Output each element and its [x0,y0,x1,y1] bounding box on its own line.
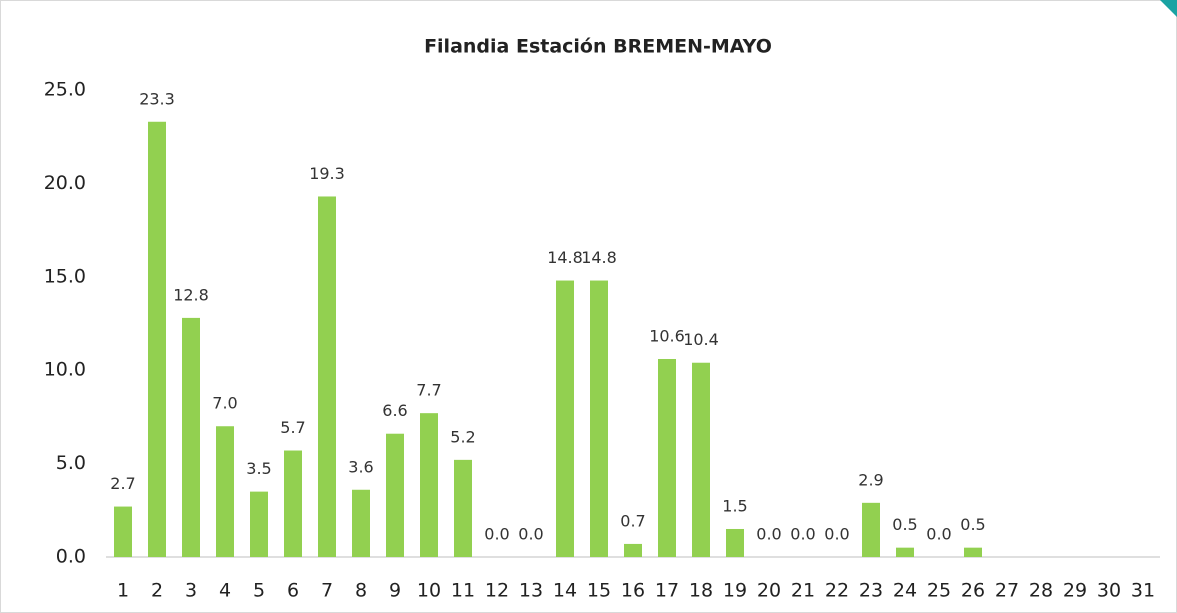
data-label: 5.7 [280,418,305,437]
x-tick-label: 23 [859,580,883,602]
x-tick-label: 13 [519,580,543,602]
data-label: 0.0 [824,525,849,544]
data-label: 7.0 [212,394,237,413]
x-tick-label: 5 [253,580,265,602]
corner-decoration [1160,0,1177,17]
data-label: 10.6 [649,326,685,345]
data-label: 7.7 [416,381,441,400]
data-label: 0.5 [960,515,985,534]
x-tick-label: 22 [825,580,849,602]
y-tick-label: 15.0 [44,265,86,287]
bar [726,528,744,557]
data-label: 6.6 [382,401,407,420]
x-tick-label: 20 [757,580,781,602]
x-tick-label: 1 [117,580,129,602]
bar [284,450,302,557]
data-label: 3.6 [348,457,373,476]
bar [386,433,404,557]
data-label: 0.0 [518,525,543,544]
x-tick-label: 19 [723,580,747,602]
x-tick-label: 29 [1063,580,1087,602]
x-tick-label: 24 [893,580,917,602]
x-tick-label: 14 [553,580,577,602]
x-tick-label: 6 [287,580,299,602]
x-tick-label: 27 [995,580,1019,602]
x-tick-label: 9 [389,580,401,602]
chart-title: Filandia Estación BREMEN-MAYO [424,36,772,58]
y-tick-label: 10.0 [44,359,86,381]
data-label: 1.5 [722,496,747,515]
data-label: 14.8 [547,248,583,267]
y-tick-label: 0.0 [56,546,86,568]
bar [250,491,268,557]
y-tick-label: 25.0 [44,79,86,101]
bar [862,502,880,557]
data-label: 0.7 [620,511,645,530]
bar [318,196,336,557]
bar [964,547,982,557]
data-label: 0.5 [892,515,917,534]
bar [658,358,676,557]
x-tick-label: 31 [1131,580,1155,602]
bar [454,459,472,557]
bar [896,547,914,557]
x-tick-label: 16 [621,580,645,602]
x-tick-label: 4 [219,580,231,602]
bar [692,362,710,557]
x-tick-label: 7 [321,580,333,602]
data-label: 5.2 [450,427,475,446]
data-label: 3.5 [246,459,271,478]
data-label: 2.7 [110,474,135,493]
x-tick-label: 25 [927,580,951,602]
x-tick-label: 3 [185,580,197,602]
y-tick-label: 5.0 [56,452,86,474]
data-label: 14.8 [581,248,617,267]
x-tick-label: 30 [1097,580,1121,602]
x-tick-label: 2 [151,580,163,602]
data-label: 23.3 [139,89,175,108]
data-label: 12.8 [173,285,209,304]
data-label: 0.0 [484,525,509,544]
data-label: 19.3 [309,164,345,183]
data-label: 0.0 [926,525,951,544]
x-tick-label: 12 [485,580,509,602]
x-tick-label: 15 [587,580,611,602]
bar [590,280,608,557]
bar [114,506,132,557]
x-tick-label: 26 [961,580,985,602]
x-tick-label: 17 [655,580,679,602]
x-tick-label: 10 [417,580,441,602]
data-label: 0.0 [756,525,781,544]
bar [624,543,642,557]
bar [352,489,370,557]
x-tick-label: 11 [451,580,475,602]
bar [556,280,574,557]
bar [148,121,166,558]
x-tick-label: 8 [355,580,367,602]
x-tick-label: 18 [689,580,713,602]
x-tick-label: 21 [791,580,815,602]
bar [182,317,200,557]
x-tick-label: 28 [1029,580,1053,602]
data-label: 2.9 [858,470,883,489]
bar [420,413,438,557]
y-tick-label: 20.0 [44,172,86,194]
data-label: 0.0 [790,525,815,544]
bar [216,426,234,557]
data-label: 10.4 [683,330,719,349]
